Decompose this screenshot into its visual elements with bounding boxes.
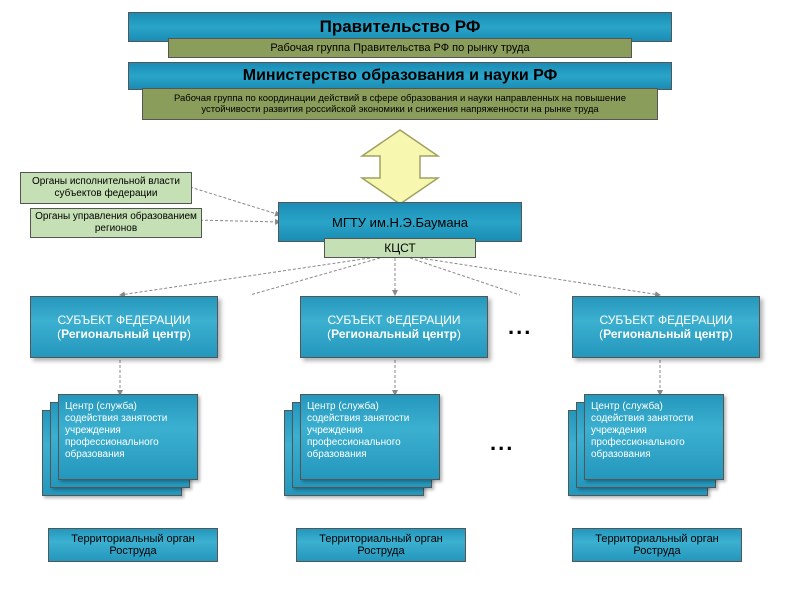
workgroup2-box: Рабочая группа по координации действий в… bbox=[142, 88, 658, 120]
terr-box-3: Территориальный орган Роструда bbox=[572, 528, 742, 562]
terr-1-label: Территориальный орган Роструда bbox=[53, 533, 213, 557]
workgroup1-box: Рабочая группа Правительства РФ по рынку… bbox=[168, 38, 632, 58]
workgroup1-label: Рабочая группа Правительства РФ по рынку… bbox=[270, 42, 529, 54]
bidirectional-arrow-icon bbox=[350, 128, 450, 206]
card-3-front: Центр (служба) содействия занятости учре… bbox=[584, 394, 724, 480]
edu-authority-label: Органы управления образованием регионов bbox=[35, 211, 197, 235]
subject2-line2: (Региональный центр) bbox=[327, 327, 461, 341]
ministry-box: Министерство образования и науки РФ bbox=[128, 62, 672, 90]
edu-authority-box: Органы управления образованием регионов bbox=[30, 208, 202, 238]
workgroup2-label: Рабочая группа по координации действий в… bbox=[147, 93, 653, 116]
kcst-box: КЦСТ bbox=[324, 238, 476, 258]
card-1-front: Центр (служба) содействия занятости учре… bbox=[58, 394, 198, 480]
terr-2-label: Территориальный орган Роструда bbox=[301, 533, 461, 557]
mgtu-box: МГТУ им.Н.Э.Баумана bbox=[278, 202, 522, 242]
exec-authority-label: Органы исполнительной власти субъектов ф… bbox=[25, 176, 187, 200]
terr-box-2: Территориальный орган Роструда bbox=[296, 528, 466, 562]
subject-box-3: СУБЪЕКТ ФЕДЕРАЦИИ (Региональный центр) bbox=[572, 296, 760, 358]
mgtu-label: МГТУ им.Н.Э.Баумана bbox=[332, 215, 468, 230]
card-2-front: Центр (служба) содействия занятости учре… bbox=[300, 394, 440, 480]
subject2-line1: СУБЪЕКТ ФЕДЕРАЦИИ bbox=[327, 313, 460, 327]
card-3-label: Центр (служба) содействия занятости учре… bbox=[591, 401, 717, 461]
dots-subjects: ... bbox=[508, 314, 532, 340]
subject3-line2: (Региональный центр) bbox=[599, 327, 733, 341]
terr-3-label: Территориальный орган Роструда bbox=[577, 533, 737, 557]
card-1-label: Центр (служба) содействия занятости учре… bbox=[65, 401, 191, 461]
subject-box-1: СУБЪЕКТ ФЕДЕРАЦИИ (Региональный центр) bbox=[30, 296, 218, 358]
dots-cards: ... bbox=[490, 430, 514, 456]
kcst-label: КЦСТ bbox=[384, 241, 415, 255]
government-label: Правительство РФ bbox=[320, 17, 481, 37]
subject1-line2: (Региональный центр) bbox=[57, 327, 191, 341]
subject-box-2: СУБЪЕКТ ФЕДЕРАЦИИ (Региональный центр) bbox=[300, 296, 488, 358]
terr-box-1: Территориальный орган Роструда bbox=[48, 528, 218, 562]
exec-authority-box: Органы исполнительной власти субъектов ф… bbox=[20, 172, 192, 204]
ministry-label: Министерство образования и науки РФ bbox=[243, 67, 557, 85]
card-2-label: Центр (служба) содействия занятости учре… bbox=[307, 401, 433, 461]
subject3-line1: СУБЪЕКТ ФЕДЕРАЦИИ bbox=[599, 313, 732, 327]
subject1-line1: СУБЪЕКТ ФЕДЕРАЦИИ bbox=[57, 313, 190, 327]
